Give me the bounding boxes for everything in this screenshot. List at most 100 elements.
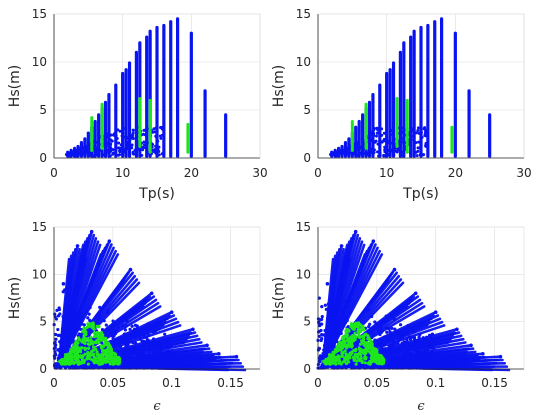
data-point <box>80 148 84 152</box>
selected-point <box>322 359 326 364</box>
data-point <box>395 150 399 154</box>
data-point <box>375 326 379 330</box>
data-point <box>322 348 326 352</box>
data-point <box>371 128 375 132</box>
data-point <box>191 327 195 332</box>
selected-point <box>342 334 346 338</box>
selected-point <box>99 344 103 348</box>
selected-point <box>69 355 74 360</box>
data-point <box>108 154 112 158</box>
data-point <box>68 325 72 330</box>
data-point <box>54 317 59 321</box>
selected-point <box>86 350 90 355</box>
data-point <box>133 323 138 327</box>
data-point <box>72 307 76 311</box>
data-point <box>154 126 158 130</box>
data-point <box>334 151 338 155</box>
data-point <box>382 335 387 339</box>
data-point <box>75 152 79 156</box>
data-point <box>370 136 374 140</box>
data-point <box>166 362 170 366</box>
y-axis-label: Hs(m) <box>271 65 287 107</box>
data-point <box>387 139 391 143</box>
x-tick-label: 0 <box>50 376 58 390</box>
data-point <box>391 361 395 366</box>
selected-point <box>90 349 94 353</box>
data-point <box>109 146 113 150</box>
data-point <box>120 324 124 328</box>
data-point <box>370 364 375 369</box>
data-point <box>88 318 92 322</box>
data-point <box>322 333 326 337</box>
data-point <box>53 345 57 350</box>
selected-point <box>69 361 73 366</box>
data-point <box>430 365 434 370</box>
data-point <box>405 352 409 356</box>
data-point <box>420 135 424 139</box>
selected-point <box>344 352 348 357</box>
data-point <box>405 347 409 351</box>
data-point <box>370 147 374 151</box>
y-tick-label: 5 <box>39 103 47 117</box>
data-point <box>119 351 124 355</box>
y-tick-label: 10 <box>32 55 47 69</box>
selected-point <box>340 353 344 357</box>
data-point <box>410 342 414 346</box>
data-point <box>61 314 65 319</box>
data-point <box>122 332 126 336</box>
data-point <box>93 144 97 148</box>
data-point <box>98 305 102 309</box>
data-point <box>428 345 432 350</box>
data-point <box>412 330 416 334</box>
selected-point <box>357 334 361 338</box>
selected-point <box>76 362 80 366</box>
selected-point <box>365 349 369 353</box>
data-point <box>352 152 356 156</box>
data-point <box>126 333 130 338</box>
data-point <box>348 347 353 352</box>
data-point <box>98 148 102 152</box>
data-point <box>418 332 422 337</box>
selected-point <box>336 348 340 352</box>
data-point <box>109 142 113 146</box>
data-point <box>390 349 395 353</box>
data-point <box>57 306 61 310</box>
data-point <box>385 354 389 358</box>
data-point <box>330 337 334 342</box>
data-point <box>166 353 170 358</box>
data-point <box>417 335 421 339</box>
data-point <box>360 365 364 369</box>
data-point <box>380 346 384 350</box>
data-point <box>157 153 161 157</box>
data-point <box>318 360 322 364</box>
data-point <box>107 144 111 148</box>
data-point <box>327 338 331 342</box>
data-point <box>125 319 129 323</box>
data-point <box>327 311 331 315</box>
selected-point <box>81 337 85 341</box>
data-point <box>92 139 96 143</box>
selected-point <box>375 352 379 356</box>
data-point <box>348 298 352 302</box>
data-point <box>118 153 122 157</box>
selected-point <box>357 358 361 362</box>
data-point <box>399 140 403 144</box>
data-point <box>317 334 321 338</box>
data-point <box>392 267 397 272</box>
data-point <box>364 153 368 157</box>
data-point <box>61 348 65 352</box>
data-point <box>354 141 358 145</box>
data-point <box>400 136 404 140</box>
data-point <box>163 332 167 336</box>
data-point <box>140 339 144 343</box>
selected-point <box>380 357 385 362</box>
data-point <box>152 130 156 134</box>
data-point <box>373 320 377 324</box>
data-point <box>429 341 434 345</box>
data-point <box>145 342 149 346</box>
selected-point <box>354 362 358 366</box>
data-point <box>169 345 173 349</box>
data-point <box>423 338 427 343</box>
data-point <box>123 356 127 361</box>
selected-point <box>71 350 75 354</box>
